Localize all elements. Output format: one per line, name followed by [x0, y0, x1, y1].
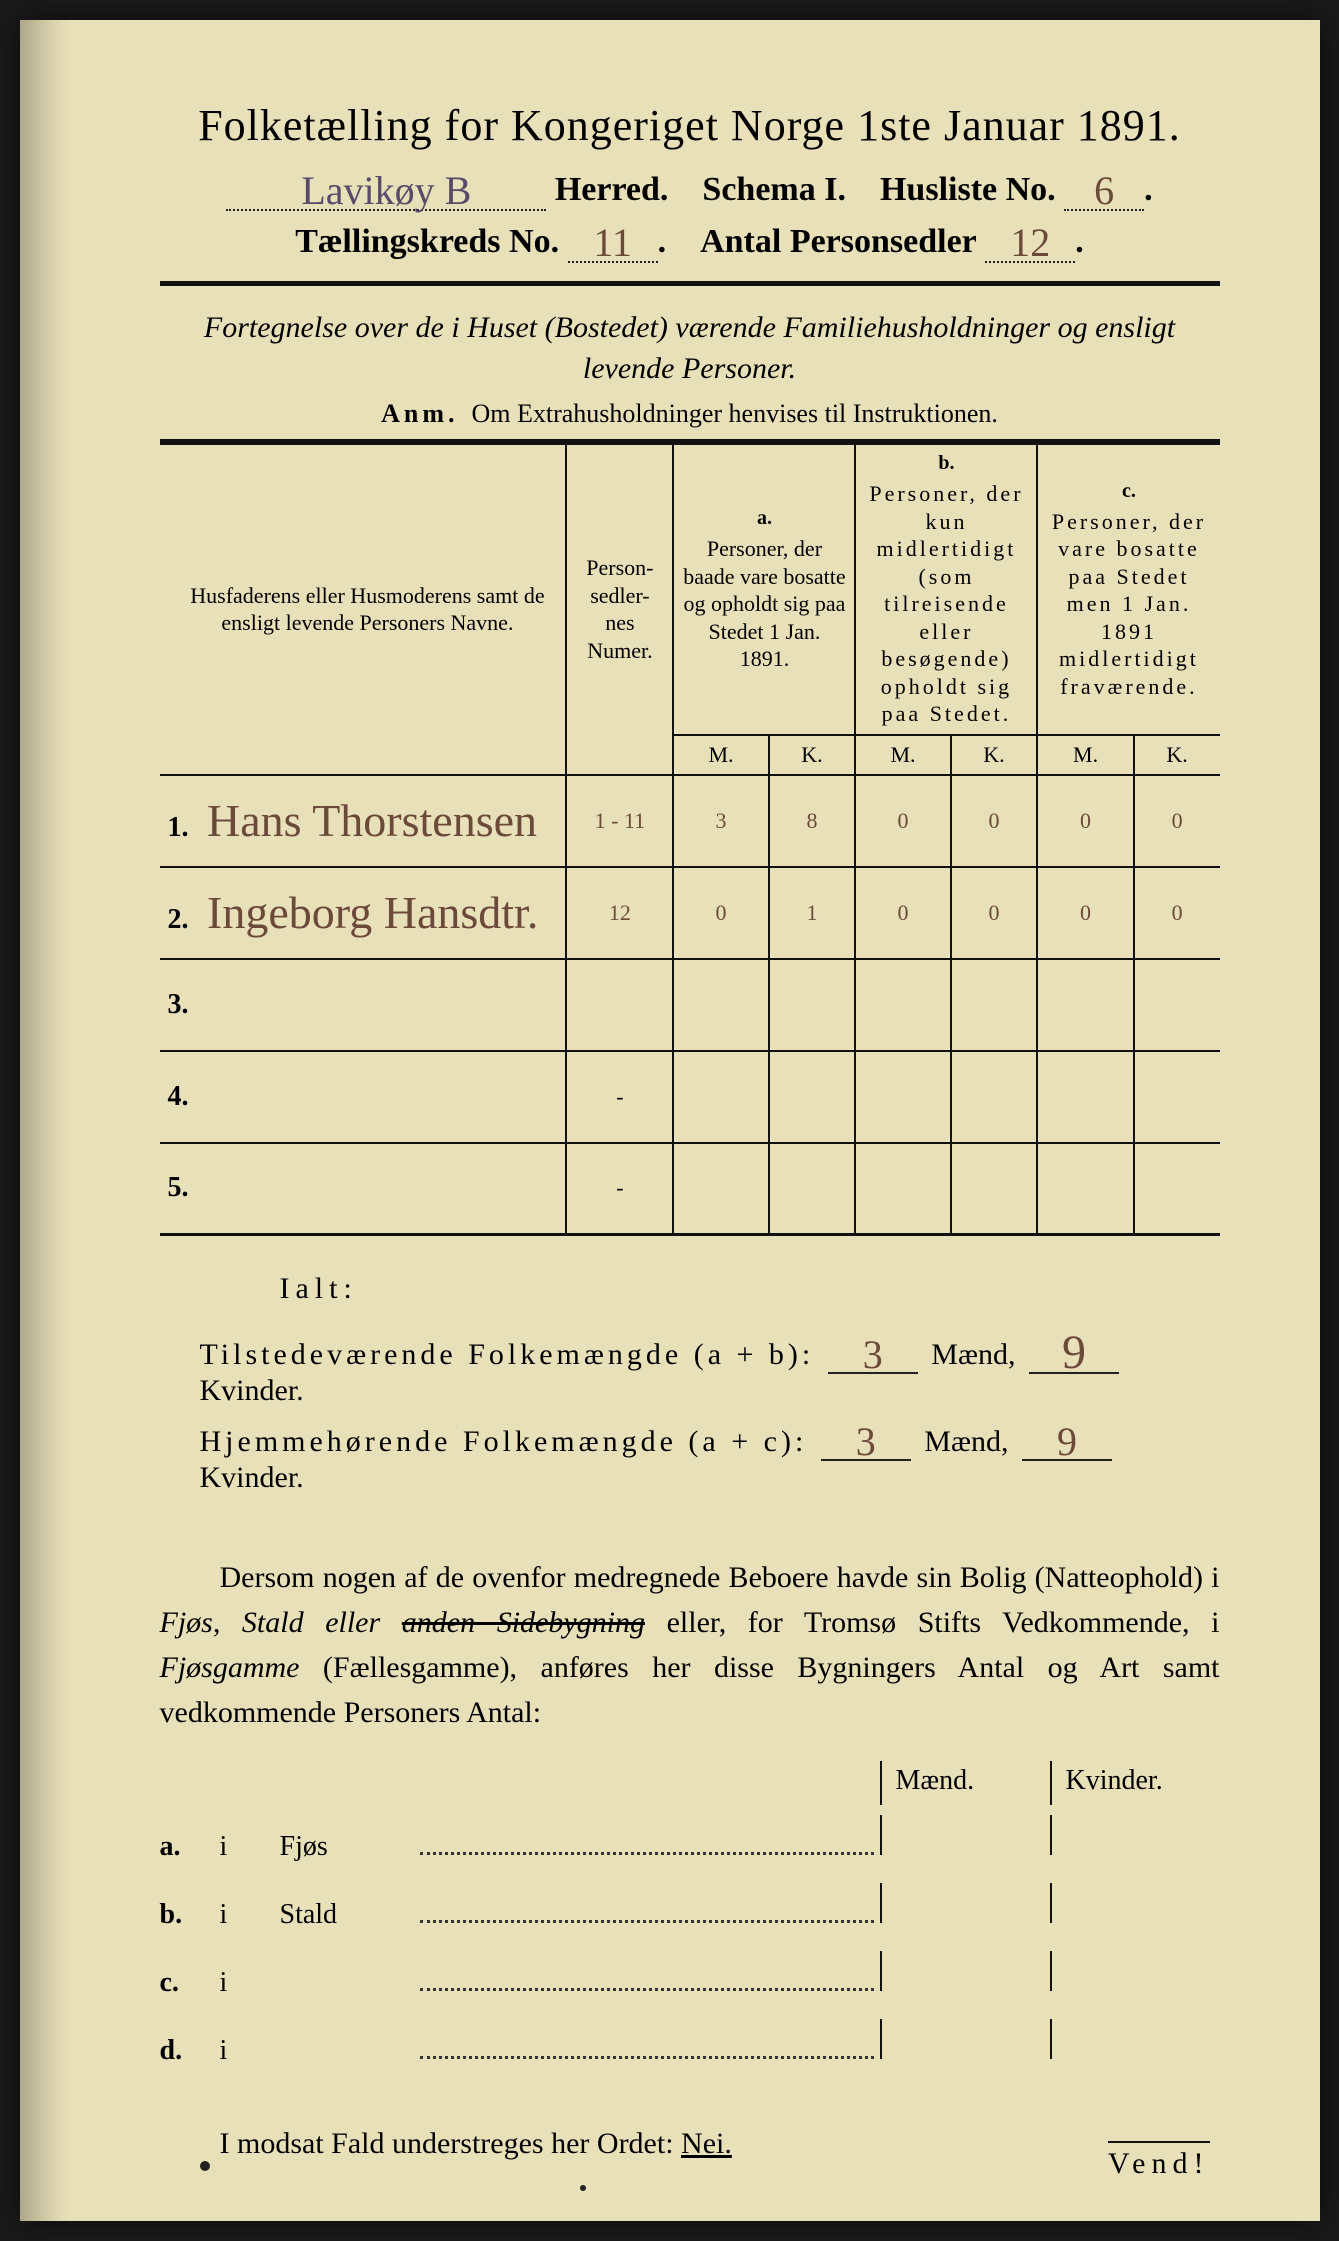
row1-name: Hans Thorstensen [207, 795, 537, 846]
subhead-k: Kvinder. [1050, 1761, 1220, 1805]
ialt-title: Ialt: [280, 1272, 1220, 1306]
col-names-header: Husfaderens eller Husmoderens samt de en… [160, 442, 567, 775]
building-paragraph: Dersom nogen af de ovenfor medregnede Be… [160, 1555, 1220, 1735]
antal-label: Antal Personsedler [700, 223, 977, 260]
anm-line: Anm. Om Extrahusholdninger henvises til … [160, 399, 1220, 429]
col-b-k: K. [951, 735, 1038, 775]
col-a-m: M. [673, 735, 768, 775]
kreds-label: Tællingskreds No. [295, 223, 559, 260]
col-b-header: b. Personer, der kun midlertidigt (som t… [855, 442, 1037, 735]
husliste-value: 6 [1094, 175, 1114, 207]
col-c-k: K. [1134, 735, 1220, 775]
col-b-m: M. [855, 735, 950, 775]
ink-spot [200, 2161, 210, 2171]
header-line-2: Tællingskreds No. 11 . Antal Personsedle… [160, 223, 1220, 263]
table-row: 2. Ingeborg Hansdtr. 12 0 1 0 0 0 0 [160, 867, 1220, 959]
husliste-label: Husliste No. [880, 171, 1056, 208]
husliste-field: 6 [1064, 171, 1144, 211]
herred-label: Herred. [555, 171, 669, 208]
anm-text: Om Extrahusholdninger henvises til Instr… [471, 399, 997, 428]
subhead: Mænd. Kvinder. [160, 1761, 1220, 1805]
table-row: 5. - [160, 1143, 1220, 1235]
antal-value: 12 [1010, 227, 1050, 259]
col-sedler-header: Person- sedler- nes Numer. [566, 442, 673, 775]
vend-label: Vend! [1108, 2141, 1210, 2181]
col-c-header: c. Personer, der vare bosatte paa Stedet… [1037, 442, 1219, 735]
table-row: 4. - [160, 1051, 1220, 1143]
sub-row: c. i [160, 1941, 1220, 2009]
sub-row: a. i Fjøs [160, 1805, 1220, 1873]
herred-field: Lavikøy B [226, 171, 546, 211]
table-row: 3. [160, 959, 1220, 1051]
anm-label: Anm. [381, 399, 458, 428]
modsat-line: I modsat Fald understreges her Ordet: Ne… [160, 2127, 1220, 2161]
census-table: Husfaderens eller Husmoderens samt de en… [160, 439, 1220, 1236]
herred-value: Lavikøy B [301, 175, 471, 207]
page-title: Folketælling for Kongeriget Norge 1ste J… [160, 100, 1220, 151]
sub-row: d. i [160, 2009, 1220, 2077]
col-a-header: a. Personer, der baade vare bosatte og o… [673, 442, 855, 735]
ialt-section: Ialt: Tilstedeværende Folkemængde (a + b… [160, 1272, 1220, 1495]
row2-name: Ingeborg Hansdtr. [207, 887, 538, 938]
col-a-k: K. [769, 735, 856, 775]
row1-sedler: 1 - 11 [566, 775, 673, 867]
sub-row: b. i Stald [160, 1873, 1220, 1941]
ink-spot [580, 2185, 586, 2191]
kreds-field: 11 [568, 223, 658, 263]
ialt-line-2: Hjemmehørende Folkemængde (a + c): 3 Mæn… [200, 1422, 1220, 1495]
divider-1 [160, 281, 1220, 286]
col-c-m: M. [1037, 735, 1133, 775]
ialt-line-1: Tilstedeværende Folkemængde (a + b): 3 M… [200, 1330, 1220, 1408]
census-form-page: Folketælling for Kongeriget Norge 1ste J… [20, 20, 1320, 2221]
header-line-1: Lavikøy B Herred. Schema I. Husliste No.… [160, 171, 1220, 211]
antal-field: 12 [985, 223, 1075, 263]
fortegnelse-text: Fortegnelse over de i Huset (Bostedet) v… [160, 308, 1220, 389]
building-sub-table: Mænd. Kvinder. a. i Fjøs b. i Stald c. i… [160, 1761, 1220, 2077]
table-row: 1. Hans Thorstensen 1 - 11 3 8 0 0 0 0 [160, 775, 1220, 867]
kreds-value: 11 [593, 227, 632, 259]
schema-label: Schema I. [702, 171, 846, 208]
subhead-m: Mænd. [880, 1761, 1050, 1805]
